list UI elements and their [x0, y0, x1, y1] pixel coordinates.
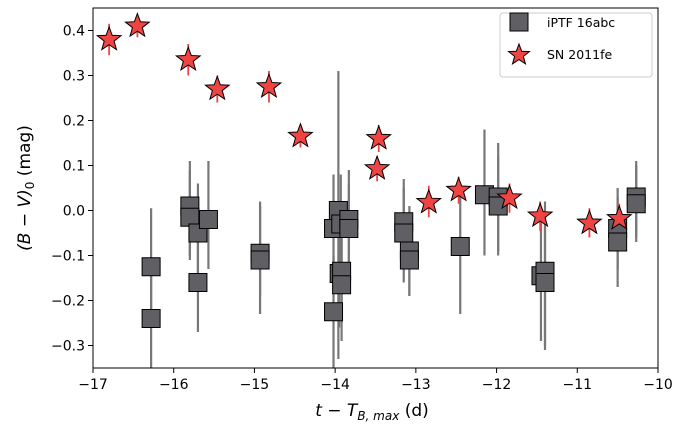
sn2011fe-point — [174, 45, 202, 72]
y-tick-label: −0.2 — [51, 294, 85, 310]
iptf16abc-point — [394, 223, 414, 243]
plot-frame — [92, 7, 659, 369]
sn2011fe-point — [445, 176, 472, 202]
y-tick-label: 0.2 — [63, 114, 85, 130]
x-tick-label: −12 — [482, 377, 512, 393]
x-tick-label: −17 — [78, 377, 108, 393]
sn2011fe-point — [365, 124, 392, 150]
iptf16abc-point — [324, 302, 344, 322]
x-tick-label: −13 — [401, 377, 431, 393]
iptf16abc-point — [250, 250, 270, 270]
legend-box — [499, 12, 653, 78]
x-tick-label: −15 — [240, 377, 270, 393]
iptf16abc-point — [608, 232, 628, 252]
sn2011fe-point — [204, 75, 231, 101]
x-axis-ticks: −17 −16 −15 −14 −13 −12 −11 −10 — [78, 368, 673, 393]
sn2011fe-point — [496, 183, 523, 210]
iptf16abc-point — [626, 194, 646, 214]
y-tick-label: −0.1 — [51, 249, 85, 265]
x-axis-label-sub: B, max — [357, 409, 400, 423]
sn2011fe-point — [287, 122, 314, 148]
x-axis-label: t − TB, max (d) — [315, 401, 429, 423]
y-axis-label: (B − V)0 (mag) — [15, 125, 37, 251]
legend-marker-iptf — [509, 12, 529, 32]
sn2011fe-point — [576, 209, 603, 235]
x-tick-label: −16 — [159, 377, 189, 393]
sn2011fe-point — [605, 204, 633, 230]
y-tick-label: 0.4 — [63, 24, 85, 40]
iptf16abc-point — [488, 196, 508, 216]
sn2011fe-point — [526, 201, 554, 228]
sn2011fe-point — [95, 25, 123, 51]
sn2011fe-point — [124, 12, 151, 38]
iptf16abc-point — [399, 250, 419, 270]
legend-label-sn2011fe: SN 2011fe — [547, 47, 612, 62]
iptf16abc-point — [450, 237, 470, 256]
legend-marker-sn2011fe — [507, 42, 531, 66]
y-tick-label: 0.1 — [63, 159, 85, 175]
iptf16abc-point — [535, 273, 555, 292]
iptf16abc-point — [141, 257, 161, 277]
y-axis-label-base: (B − V) — [15, 189, 35, 251]
x-axis-label-base: t − T — [315, 401, 359, 421]
x-tick-label: −10 — [643, 377, 673, 393]
iptf16abc-point — [141, 309, 161, 328]
y-axis-label-unit: (mag) — [15, 125, 35, 181]
y-axis-ticks: −0.3 −0.2 −0.1 0.0 0.1 0.2 0.3 0.4 — [51, 24, 93, 355]
sn2011fe-point — [255, 72, 283, 99]
x-axis-label-unit: (d) — [399, 401, 428, 421]
x-tick-label: −14 — [320, 377, 350, 393]
legend: iPTF 16abc SN 2011fe — [499, 12, 653, 78]
legend-label-iptf: iPTF 16abc — [547, 15, 615, 30]
markers-layer — [95, 12, 646, 328]
iptf16abc-point — [339, 219, 359, 238]
sn2011fe-point — [363, 154, 391, 180]
iptf16abc-point — [332, 275, 352, 295]
y-axis-label-sub: 0 — [23, 182, 37, 190]
iptf16abc-point — [198, 210, 218, 229]
y-tick-label: 0.0 — [63, 204, 85, 220]
x-tick-label: −11 — [563, 377, 593, 393]
y-tick-label: −0.3 — [51, 339, 85, 355]
iptf16abc-point — [188, 273, 208, 292]
y-tick-label: 0.3 — [63, 69, 85, 85]
sn2011fe-point — [415, 188, 443, 214]
